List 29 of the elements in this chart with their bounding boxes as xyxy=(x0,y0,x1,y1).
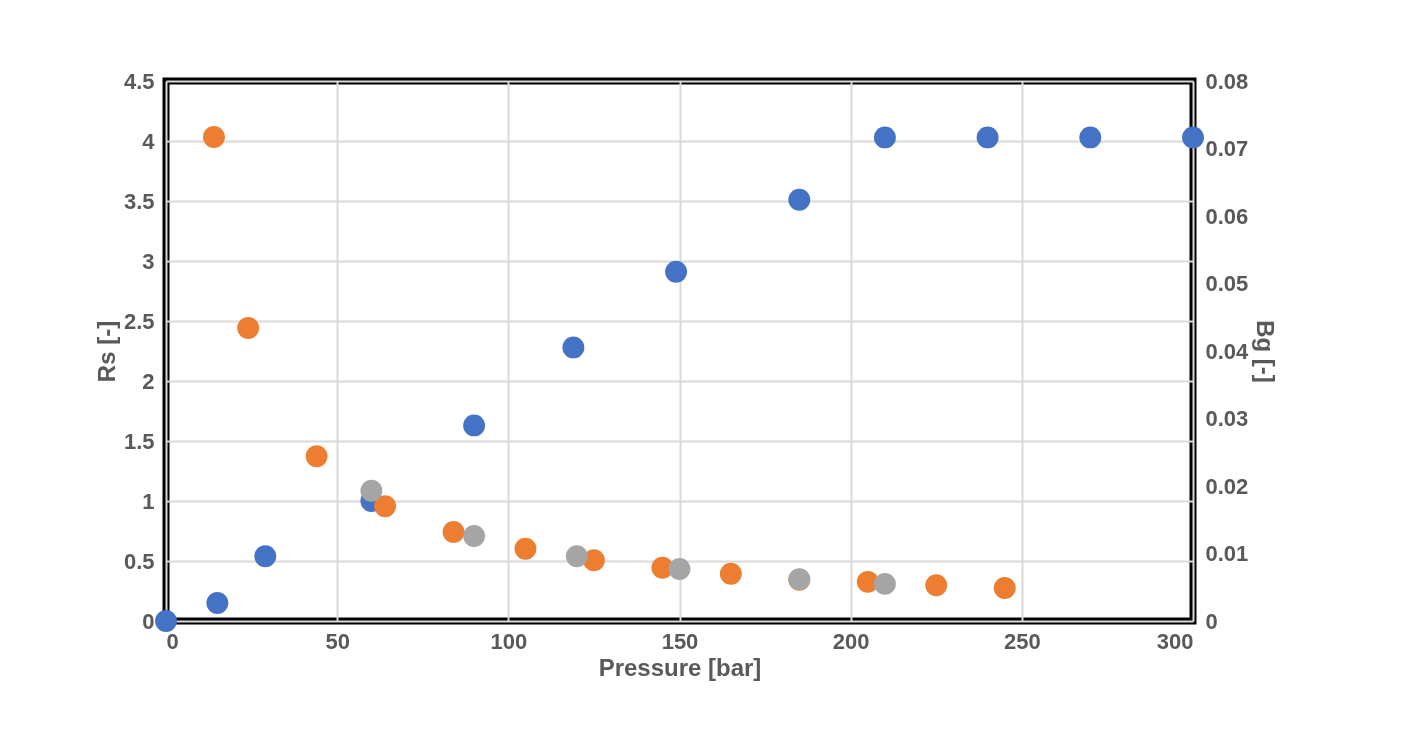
x-tick-label: 0 xyxy=(166,628,179,654)
y2-tick-label: 0.05 xyxy=(1205,271,1249,296)
y-tick-label: 3 xyxy=(142,248,155,274)
x-tick-label: 50 xyxy=(325,628,350,654)
y2-tick-label: 0 xyxy=(1205,608,1218,634)
y2-tick-label: 0.06 xyxy=(1205,203,1249,229)
x-tick-label: 100 xyxy=(490,628,528,654)
x-axis-title: Pressure [bar] xyxy=(598,653,762,681)
y2-tick-label: 0.04 xyxy=(1205,338,1250,364)
y2-tick-label: 0.03 xyxy=(1205,406,1249,431)
y-tick-label: 2 xyxy=(142,368,155,394)
y2-tick-label: 0.01 xyxy=(1205,541,1249,566)
y-tick-label: 4.5 xyxy=(123,68,155,94)
x-tick-label: 200 xyxy=(832,628,870,654)
y-tick-label: 1 xyxy=(142,488,155,514)
y2-tick-label: 0.07 xyxy=(1205,136,1249,161)
y-tick-label: 3.5 xyxy=(123,188,155,214)
y-tick-label: 2.5 xyxy=(123,308,155,334)
x-tick-label: 150 xyxy=(661,628,699,654)
y-tick-label: 1.5 xyxy=(123,428,155,454)
y2-tick-label: 0.02 xyxy=(1205,473,1249,499)
y-tick-label: 4 xyxy=(142,128,156,154)
y-axis-title: Rs [-] xyxy=(92,320,120,383)
y2-axis-title: Bg [-] xyxy=(1252,320,1280,383)
y-tick-label: 0 xyxy=(142,608,155,634)
y-tick-label: 0.5 xyxy=(123,548,155,574)
y2-tick-label: 0.08 xyxy=(1205,68,1249,94)
x-tick-label: 250 xyxy=(1003,628,1041,654)
x-tick-label: 300 xyxy=(1156,628,1194,654)
